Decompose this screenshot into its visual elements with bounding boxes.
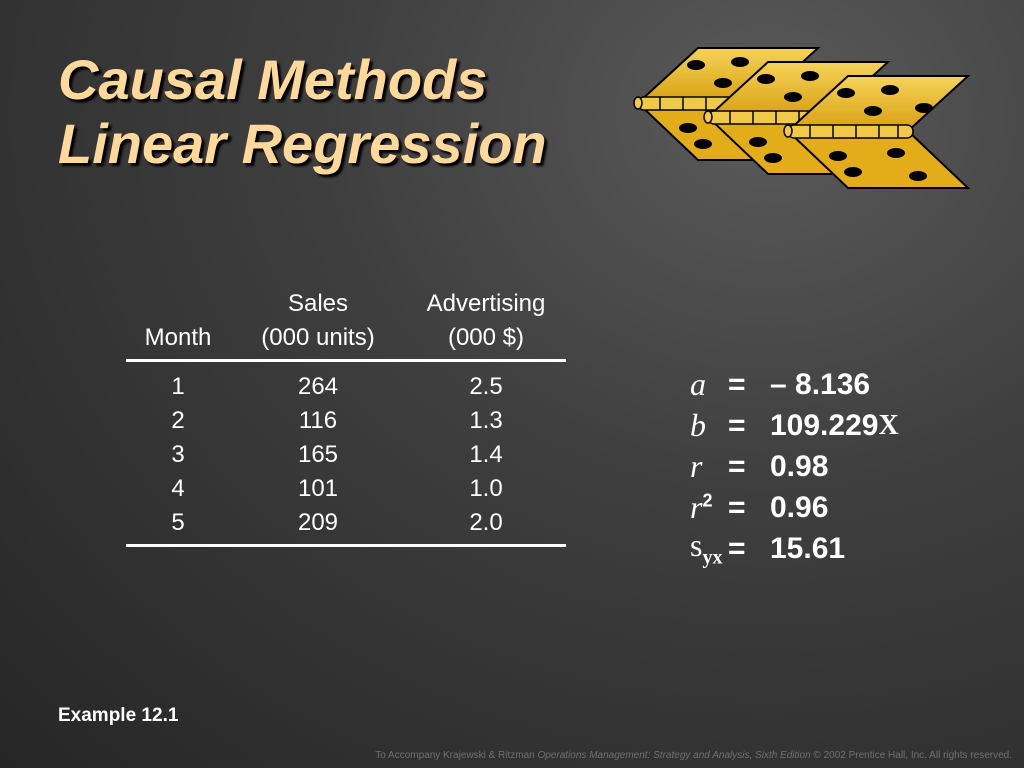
stat-a: a = – 8.136	[690, 364, 899, 405]
stat-r2-exponent: 2	[702, 490, 713, 511]
cell-sales: 264	[297, 373, 339, 400]
stat-r2-value: 0.96	[770, 490, 829, 524]
regression-stats: a = – 8.136 b = 109.229 X r = 0.98 r2 = 0…	[690, 364, 899, 569]
cell-advertising: 2.0	[406, 506, 566, 547]
stat-a-symbol: a	[690, 366, 706, 402]
header-sales-unit: (000 units)	[230, 321, 406, 362]
footer-prefix: To Accompany Krajewski & Ritzman	[375, 750, 538, 761]
stat-r: r = 0.98	[690, 446, 899, 487]
cell-month: 4	[171, 475, 185, 502]
header-sales-top: Sales	[287, 290, 349, 317]
stat-r2-base: r	[690, 489, 703, 525]
stat-r-squared: r2 = 0.96	[690, 487, 899, 528]
stat-r-symbol: r	[690, 448, 703, 484]
stat-b: b = 109.229 X	[690, 405, 899, 446]
cell-month: 5	[126, 506, 230, 547]
cell-sales: 165	[297, 441, 339, 468]
footer-book-title: Operations Management: Strategy and Anal…	[537, 750, 811, 761]
stat-b-value: 109.229	[770, 408, 879, 442]
stat-syx-symbol: syx	[690, 527, 728, 569]
stat-r-value: 0.98	[770, 449, 829, 483]
title-line-2: Linear Regression	[58, 112, 547, 175]
cell-month: 1	[171, 373, 185, 400]
stat-b-equals: =	[728, 408, 746, 442]
cell-sales: 101	[297, 475, 339, 502]
stat-syx-subscript: yx	[702, 546, 723, 569]
title-line-1: Causal Methods	[58, 48, 488, 111]
cell-month: 3	[171, 441, 185, 468]
stat-a-value: – 8.136	[770, 367, 871, 401]
stat-r-equals: =	[728, 449, 746, 483]
table-header-row: Sales Advertising	[126, 287, 566, 321]
slide-title: Causal Methods Linear Regression	[58, 48, 547, 176]
stat-syx-equals: =	[728, 531, 746, 565]
hinge-logo-icon	[633, 47, 969, 189]
table-header-row: Month (000 units) (000 $)	[126, 321, 566, 362]
cell-advertising: 2.5	[469, 373, 503, 400]
table-row: 2 116 1.3	[126, 404, 566, 438]
stat-syx: syx = 15.61	[690, 527, 899, 569]
data-table: Sales Advertising Month (000 units) (000…	[126, 287, 566, 547]
example-label: Example 12.1	[58, 705, 179, 726]
stat-syx-value: 15.61	[770, 531, 846, 565]
stat-syx-base: s	[690, 527, 703, 564]
table-row: 1 264 2.5	[126, 361, 566, 405]
header-advertising-unit: (000 $)	[406, 321, 566, 362]
stat-b-variable: X	[878, 409, 899, 441]
cell-month: 2	[171, 407, 185, 434]
table-row: 3 165 1.4	[126, 438, 566, 472]
stat-r2-symbol: r2	[690, 489, 728, 526]
cell-advertising: 1.0	[469, 475, 503, 502]
cell-sales: 209	[230, 506, 406, 547]
cell-sales: 116	[298, 407, 338, 434]
stat-a-equals: =	[728, 367, 746, 401]
stat-b-symbol: b	[690, 407, 706, 443]
table-row: 4 101 1.0	[126, 472, 566, 506]
header-month-top	[126, 287, 230, 321]
table-row: 5 209 2.0	[126, 506, 566, 547]
copyright-footer: To Accompany Krajewski & Ritzman Operati…	[375, 750, 1012, 761]
header-month: Month	[126, 321, 230, 362]
header-advertising-top: Advertising	[426, 290, 546, 317]
footer-suffix: © 2002 Prentice Hall, Inc. All rights re…	[810, 750, 1012, 761]
cell-advertising: 1.4	[469, 441, 503, 468]
stat-r2-equals: =	[728, 490, 746, 524]
cell-advertising: 1.3	[469, 407, 503, 434]
